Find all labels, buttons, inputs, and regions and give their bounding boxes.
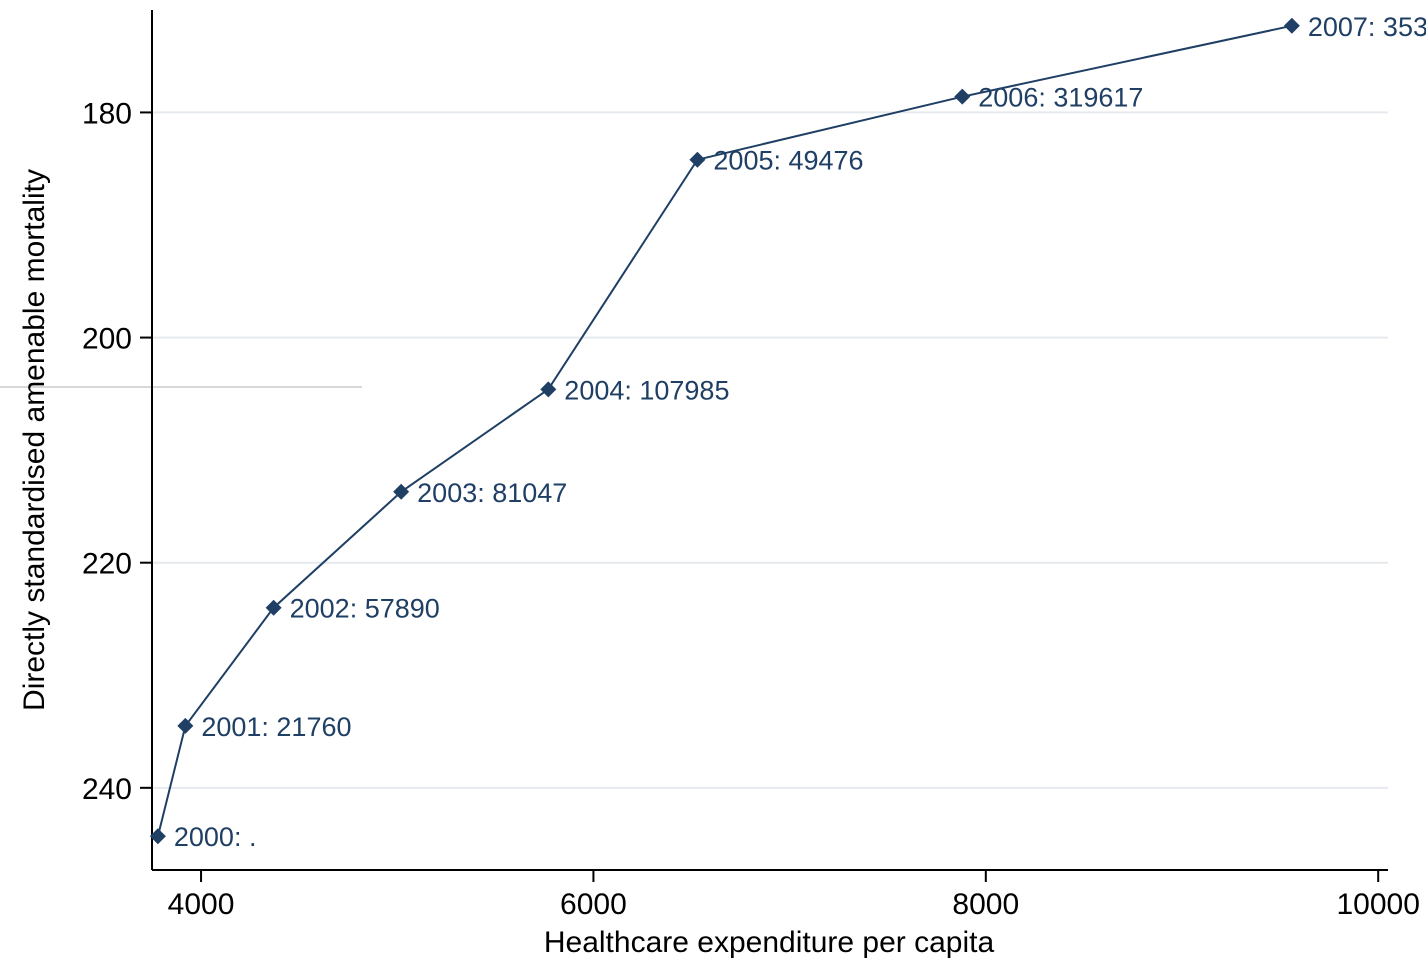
- data-point-label: 2000: .: [174, 822, 257, 852]
- data-point-label: 2003: 81047: [417, 478, 567, 508]
- x-axis-title: Healthcare expenditure per capita: [544, 926, 995, 959]
- data-point-label: 2004: 107985: [564, 375, 729, 405]
- data-point-marker: [149, 828, 166, 845]
- y-tick-label: 200: [82, 323, 132, 356]
- y-tick-label: 180: [82, 97, 132, 130]
- x-tick-label: 4000: [168, 888, 235, 921]
- data-point-label: 2001: 21760: [201, 712, 351, 742]
- x-tick-label: 6000: [560, 888, 627, 921]
- data-point-marker: [689, 151, 706, 168]
- data-point-marker: [177, 717, 194, 734]
- ticks: 180 200 220 240 4000 6000 8000 10000: [82, 97, 1420, 921]
- series-line: [156, 24, 1293, 837]
- data-point-marker: [265, 599, 282, 616]
- gridlines: [152, 111, 1388, 789]
- series: [149, 17, 1300, 845]
- artifact-line: [0, 386, 362, 388]
- data-point-marker: [1283, 17, 1300, 34]
- data-point-marker: [540, 381, 557, 398]
- point-labels: 2000: . 2001: 21760 2002: 57890 2003: 81047…: [174, 12, 1426, 852]
- y-tick-label: 220: [82, 548, 132, 581]
- data-point-label: 2006: 319617: [978, 83, 1143, 113]
- axes: [151, 10, 1388, 871]
- y-tick-label: 240: [82, 773, 132, 806]
- x-tick-label: 8000: [952, 888, 1019, 921]
- data-point-label: 2005: 49476: [713, 146, 863, 176]
- data-point-marker: [954, 88, 971, 105]
- data-point-label: 2002: 57890: [290, 594, 440, 624]
- y-axis-title: Directly standardised amenable mortality: [18, 169, 51, 711]
- data-point-label: 2007: 353: [1308, 12, 1426, 42]
- x-tick-label: 10000: [1336, 888, 1419, 921]
- data-point-marker: [393, 483, 410, 500]
